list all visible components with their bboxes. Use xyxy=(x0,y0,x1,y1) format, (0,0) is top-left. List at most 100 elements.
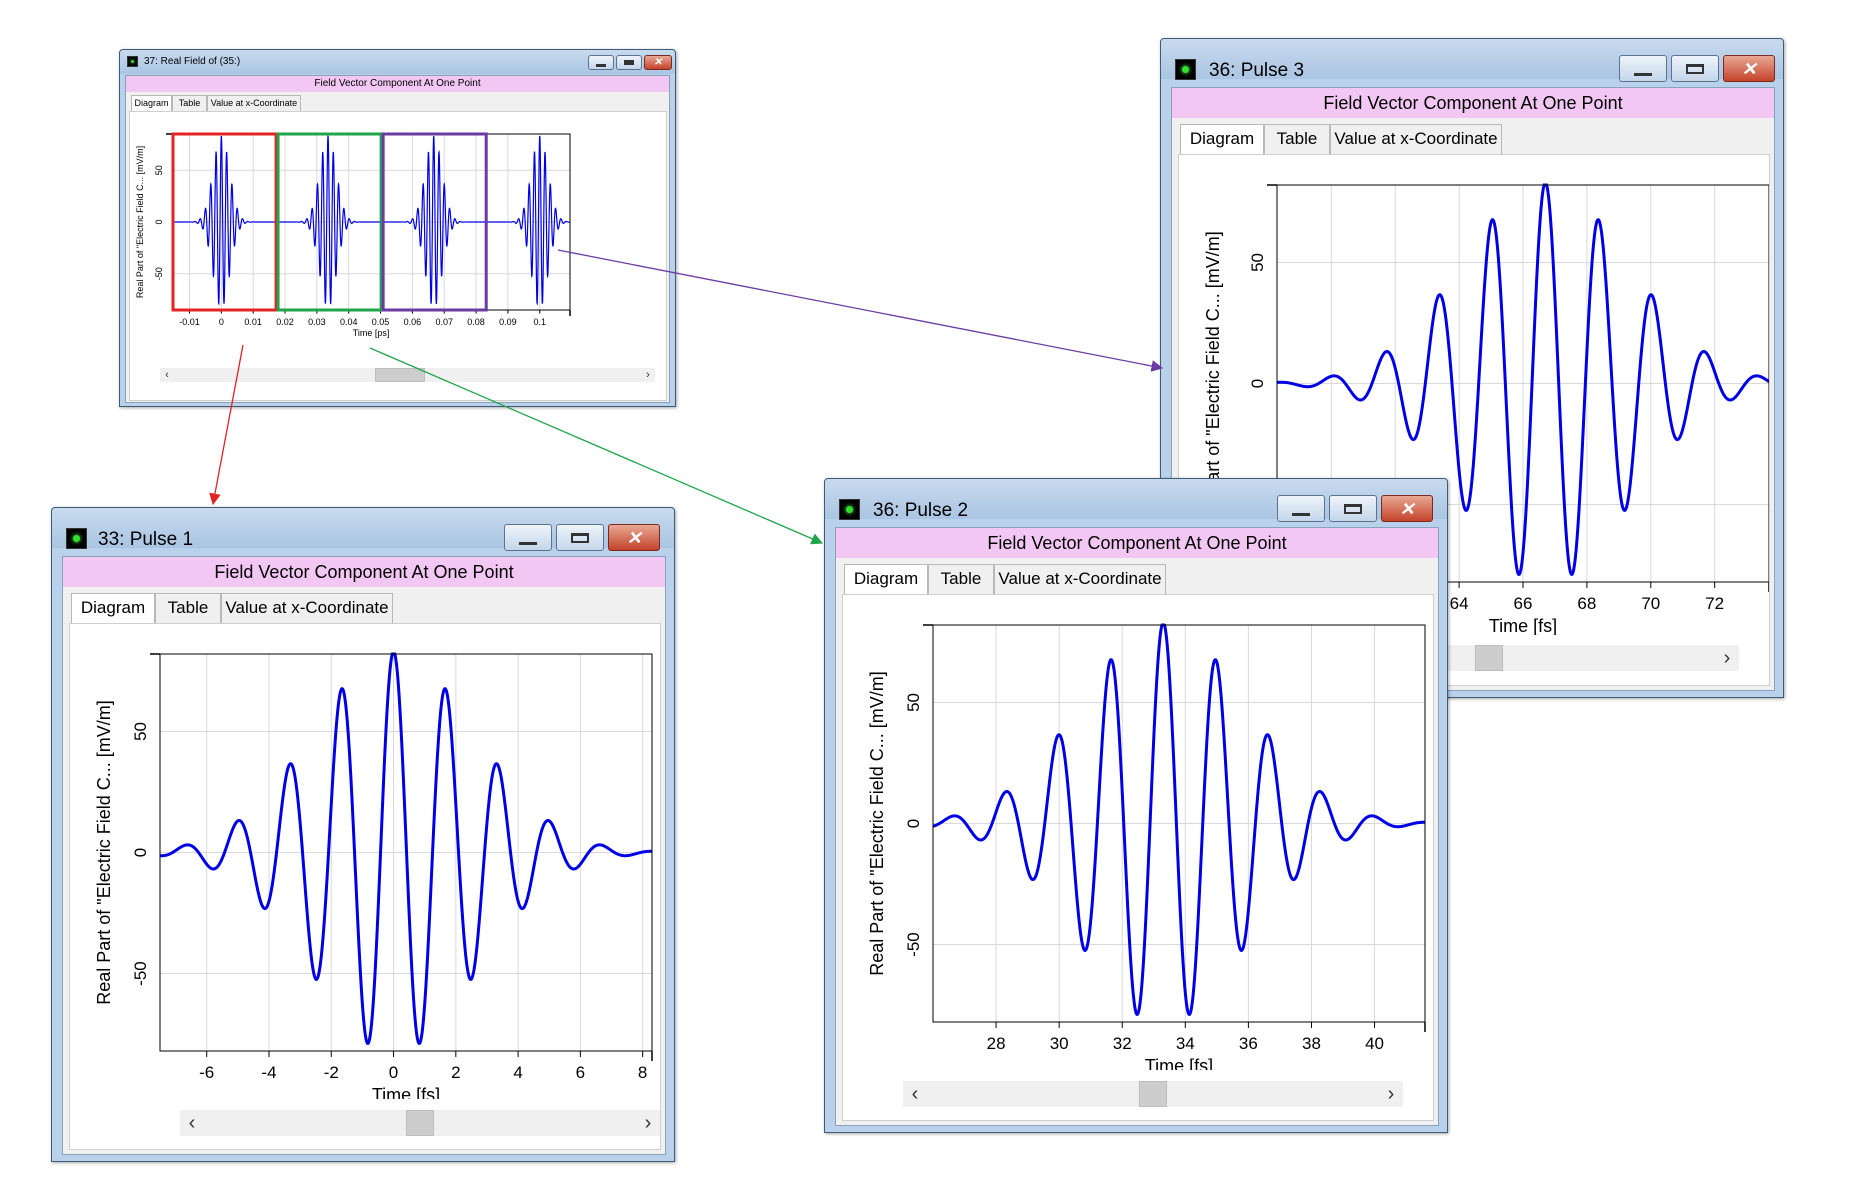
horizontal-scrollbar[interactable]: ‹ › xyxy=(903,1081,1403,1107)
minimize-button[interactable] xyxy=(1619,55,1667,82)
overview-chart: -0.01 0 0.01 0.02 0.03 0.04 0.05 0.06 0.07 0.08 0.… xyxy=(135,132,571,338)
tab-table[interactable]: Table xyxy=(1264,124,1330,154)
pulse1-client: Field Vector Component At One Point Diag… xyxy=(62,556,666,1155)
series-line xyxy=(159,652,652,1046)
x-tick-label: 6 xyxy=(576,1063,585,1082)
pulse1-titlebar[interactable]: 33: Pulse 1 ✕ xyxy=(52,508,674,551)
pulse1-chart: -6 -4 -2 0 2 4 6 8 -50 0 50 Time [fs] Real Part of "… xyxy=(94,652,653,1099)
maximize-button[interactable] xyxy=(1329,495,1377,522)
x-tick-label: 4 xyxy=(513,1063,522,1082)
tab-diagram[interactable]: Diagram xyxy=(1180,124,1264,154)
pulse2-window[interactable]: 36: Pulse 2 ✕ Field Vector Component At … xyxy=(824,478,1448,1133)
tab-value-at-x[interactable]: Value at x-Coordinate xyxy=(221,593,393,623)
y-tick-label: 50 xyxy=(1248,253,1267,272)
close-icon: ✕ xyxy=(626,527,642,548)
scroll-right-icon[interactable]: › xyxy=(1387,1083,1395,1105)
pulse2-titlebar[interactable]: 36: Pulse 2 ✕ xyxy=(825,479,1447,522)
tab-table[interactable]: Table xyxy=(172,95,207,111)
x-tick-label: -2 xyxy=(324,1063,339,1082)
highlight-box-red xyxy=(171,132,278,312)
close-icon: ✕ xyxy=(1399,498,1415,519)
x-tick-label: 68 xyxy=(1577,594,1596,613)
window-title: 37: Real Field of (35:) xyxy=(144,56,241,67)
y-axis-label: Real Part of "Electric Field C... [mV/m] xyxy=(1203,231,1223,535)
scroll-left-icon[interactable]: ‹ xyxy=(165,369,169,381)
minimize-button[interactable] xyxy=(1277,495,1325,522)
scroll-left-icon[interactable]: ‹ xyxy=(188,1112,196,1134)
close-button[interactable]: ✕ xyxy=(1381,495,1433,522)
x-tick-label: -0.01 xyxy=(179,317,200,327)
tab-value-at-x[interactable]: Value at x-Coordinate xyxy=(994,564,1166,594)
y-tick-label: -50 xyxy=(904,932,923,957)
x-axis-label: Time [fs] xyxy=(1489,616,1557,635)
x-tick-label: -6 xyxy=(199,1063,214,1082)
close-button[interactable]: ✕ xyxy=(1723,55,1775,82)
x-tick-label: 0.07 xyxy=(435,317,453,327)
scroll-right-icon[interactable]: › xyxy=(644,1112,652,1134)
y-tick-label: 0 xyxy=(904,819,923,828)
pulse2-client: Field Vector Component At One Point Diag… xyxy=(835,527,1439,1126)
tab-bar: Diagram Table Value at x-Coordinate xyxy=(836,564,1438,594)
tab-diagram[interactable]: Diagram xyxy=(131,95,172,111)
horizontal-scrollbar[interactable]: ‹ › xyxy=(160,368,655,382)
minimize-button[interactable] xyxy=(504,524,552,551)
scroll-right-icon[interactable]: › xyxy=(1723,647,1731,669)
tab-diagram[interactable]: Diagram xyxy=(71,593,155,623)
tab-value-at-x[interactable]: Value at x-Coordinate xyxy=(1330,124,1502,154)
window-title: 36: Pulse 2 xyxy=(873,500,969,521)
highlight-box-purple xyxy=(381,132,488,312)
app-icon xyxy=(1175,59,1196,80)
maximize-button[interactable] xyxy=(556,524,604,551)
close-button[interactable]: ✕ xyxy=(644,55,672,70)
tab-value-at-x[interactable]: Value at x-Coordinate xyxy=(207,95,301,111)
x-tick-label: 28 xyxy=(987,1034,1006,1053)
tab-diagram[interactable]: Diagram xyxy=(844,564,928,594)
tab-table[interactable]: Table xyxy=(155,593,221,623)
maximize-button[interactable] xyxy=(1671,55,1719,82)
tab-table[interactable]: Table xyxy=(928,564,994,594)
horizontal-scrollbar[interactable]: ‹ › xyxy=(180,1110,660,1136)
x-tick-label: 0.01 xyxy=(244,317,262,327)
x-tick-label: 0 xyxy=(219,317,224,327)
x-tick-label: -4 xyxy=(261,1063,276,1082)
overview-window[interactable]: 37: Real Field of (35:) ✕ Field Vector C… xyxy=(119,49,676,407)
series-line xyxy=(1276,183,1769,577)
x-axis-label: Time [fs] xyxy=(372,1085,440,1099)
window-header: Field Vector Component At One Point xyxy=(63,557,665,587)
y-tick-label: 50 xyxy=(131,722,150,741)
maximize-icon xyxy=(570,532,590,543)
pulse3-titlebar[interactable]: 36: Pulse 3 ✕ xyxy=(1161,39,1783,82)
y-tick-label: -50 xyxy=(154,267,164,280)
scroll-thumb[interactable] xyxy=(406,1110,434,1136)
scroll-right-icon[interactable]: › xyxy=(646,369,650,381)
maximize-button[interactable] xyxy=(616,55,642,70)
close-icon: ✕ xyxy=(653,56,663,68)
x-axis-label: Time [fs] xyxy=(1145,1056,1213,1070)
x-tick-label: 34 xyxy=(1176,1034,1195,1053)
pulse1-window[interactable]: 33: Pulse 1 ✕ Field Vector Component At … xyxy=(51,507,675,1162)
close-icon: ✕ xyxy=(1741,58,1757,79)
x-tick-label: 0 xyxy=(389,1063,398,1082)
x-tick-label: 0.03 xyxy=(308,317,326,327)
series-line xyxy=(172,134,571,306)
x-tick-label: 70 xyxy=(1641,594,1660,613)
diagram-panel: 28 30 32 34 36 38 40 -50 0 50 Time [fs] Real Part o… xyxy=(842,594,1434,1121)
scroll-thumb[interactable] xyxy=(1475,645,1503,671)
overview-titlebar[interactable]: 37: Real Field of (35:) ✕ xyxy=(120,50,675,74)
x-tick-label: 0.06 xyxy=(404,317,422,327)
scroll-thumb[interactable] xyxy=(1139,1081,1167,1107)
x-tick-label: 0.08 xyxy=(467,317,485,327)
minimize-button[interactable] xyxy=(588,55,614,70)
series-line xyxy=(932,623,1425,1017)
maximize-icon xyxy=(1685,63,1705,74)
scroll-thumb[interactable] xyxy=(375,368,425,382)
x-tick-label: 72 xyxy=(1705,594,1724,613)
x-tick-label: 36 xyxy=(1239,1034,1258,1053)
close-button[interactable]: ✕ xyxy=(608,524,660,551)
plot-frame xyxy=(159,653,653,1052)
x-tick-label: 8 xyxy=(638,1063,647,1082)
x-tick-label: 0.02 xyxy=(276,317,294,327)
x-tick-label: 2 xyxy=(451,1063,460,1082)
scroll-left-icon[interactable]: ‹ xyxy=(911,1083,919,1105)
